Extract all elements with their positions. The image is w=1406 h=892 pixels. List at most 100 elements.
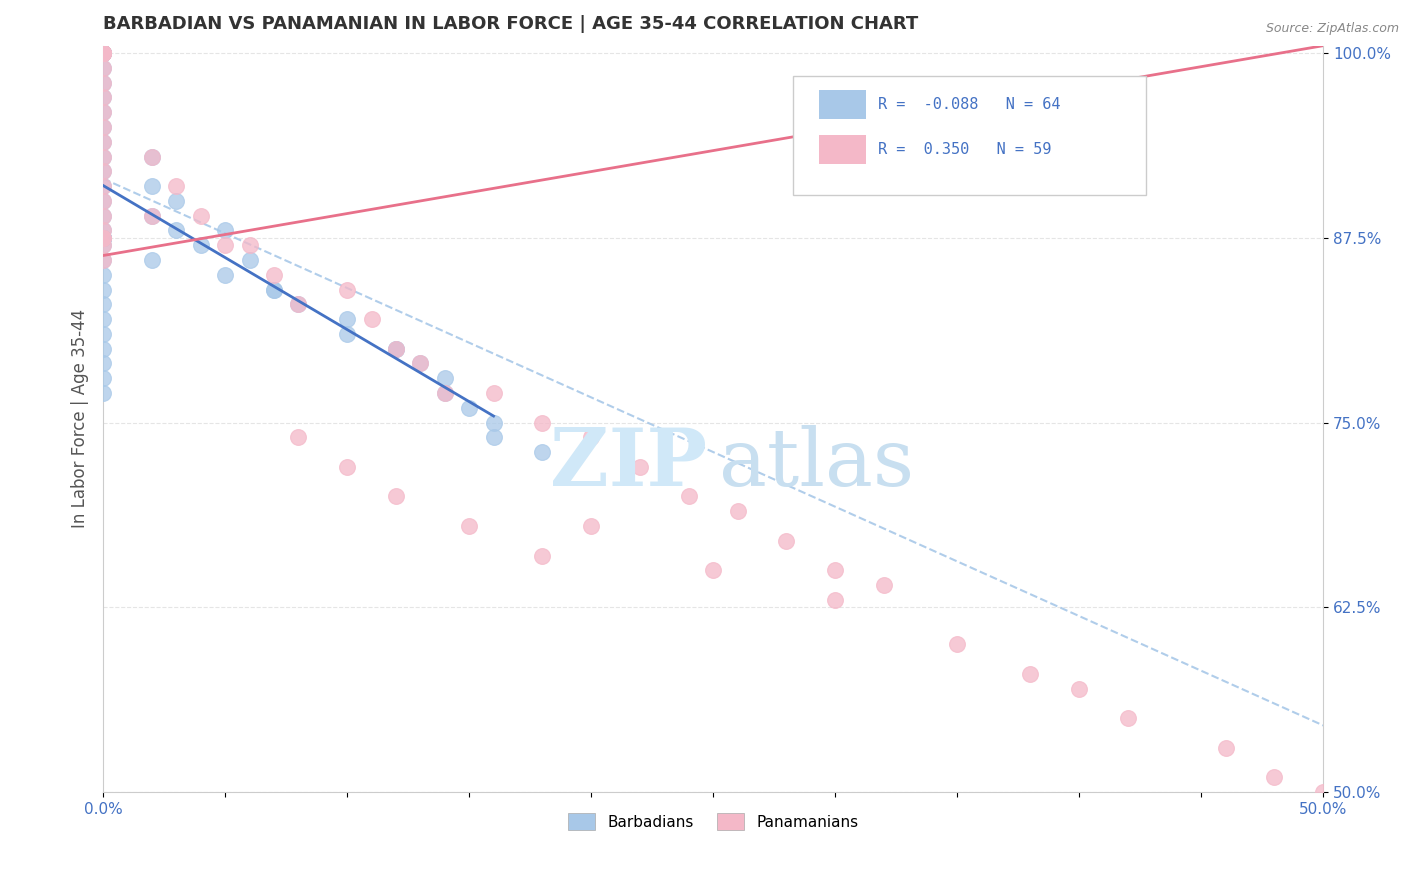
Point (91, 386, 114, 401)
Text: ZIP: ZIP (550, 425, 707, 502)
Point (91, 371, 114, 385)
Point (263, 283, 285, 297)
Point (91, 45, 114, 60)
Point (141, 209, 163, 223)
Point (482, 386, 505, 401)
Point (287, 297, 309, 311)
Point (702, 563, 724, 577)
Point (141, 252, 163, 267)
Point (91, 356, 114, 370)
Point (91, 45, 114, 60)
Point (91, 268, 114, 282)
Point (433, 386, 456, 401)
Point (91, 135, 114, 149)
Point (214, 238, 236, 252)
Point (628, 459, 651, 474)
Point (91, 45, 114, 60)
Point (91, 105, 114, 120)
Point (678, 490, 700, 504)
Point (141, 179, 163, 194)
Point (1215, 740, 1237, 755)
FancyBboxPatch shape (793, 76, 1146, 195)
Point (91, 231, 114, 245)
Point (946, 637, 969, 651)
Point (91, 231, 114, 245)
Point (91, 45, 114, 60)
Point (91, 231, 114, 245)
Point (409, 356, 432, 370)
Point (91, 90, 114, 104)
Point (214, 223, 236, 237)
Text: R =  -0.088   N = 64: R = -0.088 N = 64 (877, 97, 1060, 112)
Point (91, 231, 114, 245)
Point (579, 430, 602, 444)
Point (824, 592, 846, 607)
Point (91, 45, 114, 60)
Point (165, 179, 187, 194)
Point (531, 416, 554, 430)
Point (91, 231, 114, 245)
Point (91, 45, 114, 60)
Point (91, 223, 114, 237)
Point (91, 45, 114, 60)
Point (91, 45, 114, 60)
Point (1116, 711, 1139, 725)
Point (263, 268, 285, 282)
Point (360, 312, 382, 326)
Point (385, 342, 408, 356)
Text: R =  0.350   N = 59: R = 0.350 N = 59 (877, 142, 1052, 157)
Point (91, 45, 114, 60)
Point (91, 45, 114, 60)
Point (91, 238, 114, 252)
Point (91, 90, 114, 104)
Point (91, 120, 114, 134)
Point (91, 105, 114, 120)
Point (91, 326, 114, 341)
Point (531, 549, 554, 563)
Legend: Barbadians, Panamanians: Barbadians, Panamanians (561, 806, 865, 837)
Point (1069, 681, 1091, 696)
Point (91, 231, 114, 245)
Point (433, 386, 456, 401)
Point (385, 490, 408, 504)
Point (458, 519, 481, 533)
Point (385, 342, 408, 356)
Point (91, 209, 114, 223)
Point (91, 209, 114, 223)
Point (91, 164, 114, 178)
Point (458, 401, 481, 415)
Point (91, 223, 114, 237)
Point (91, 61, 114, 75)
Point (409, 356, 432, 370)
Point (238, 252, 260, 267)
Point (579, 519, 602, 533)
Point (1019, 666, 1042, 681)
Point (91, 45, 114, 60)
Point (165, 223, 187, 237)
Point (91, 342, 114, 356)
Point (91, 283, 114, 297)
Point (824, 563, 846, 577)
Point (91, 179, 114, 194)
Point (91, 135, 114, 149)
Bar (820, 136, 866, 163)
Point (91, 194, 114, 208)
Point (91, 149, 114, 163)
Point (165, 194, 187, 208)
Point (91, 179, 114, 194)
Point (336, 312, 359, 326)
Point (91, 76, 114, 90)
Point (91, 149, 114, 163)
Point (91, 252, 114, 267)
Point (91, 45, 114, 60)
Point (91, 231, 114, 245)
Point (531, 445, 554, 459)
Point (1312, 785, 1334, 799)
Point (91, 45, 114, 60)
Point (91, 297, 114, 311)
Point (482, 416, 505, 430)
Point (287, 297, 309, 311)
Point (336, 459, 359, 474)
Point (91, 312, 114, 326)
Point (91, 231, 114, 245)
